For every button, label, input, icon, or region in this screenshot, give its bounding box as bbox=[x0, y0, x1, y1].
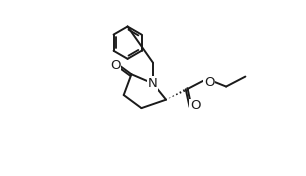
Text: N: N bbox=[147, 77, 157, 90]
Text: O: O bbox=[190, 99, 200, 112]
Text: O: O bbox=[110, 58, 121, 71]
Text: O: O bbox=[204, 76, 215, 89]
